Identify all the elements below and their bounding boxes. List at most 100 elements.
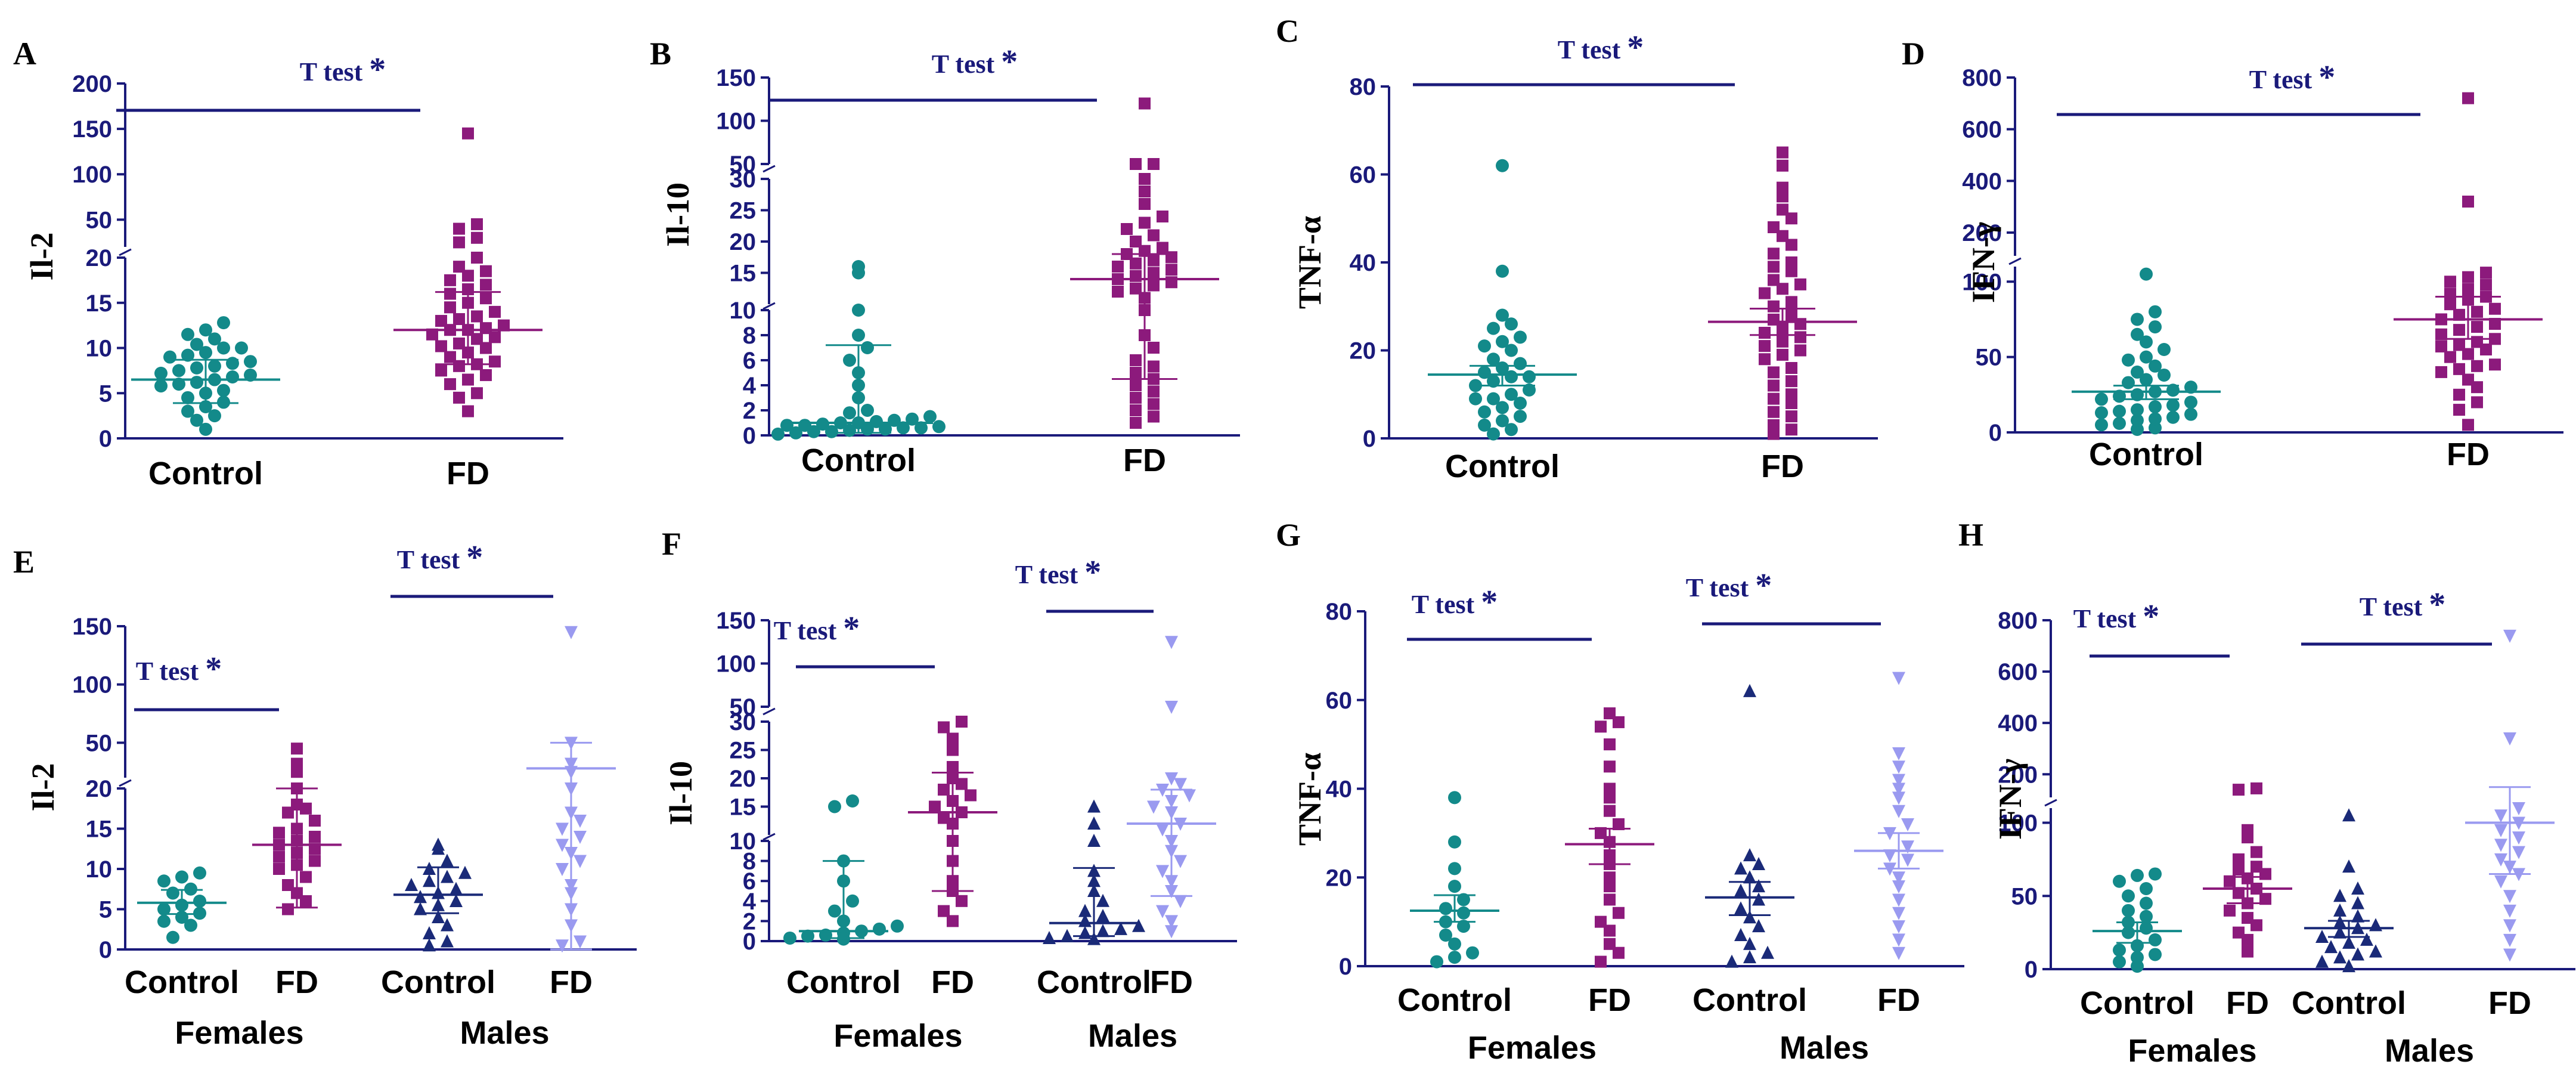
data-point bbox=[1096, 893, 1109, 907]
ttest-text: T test bbox=[1686, 573, 1756, 602]
series-control-2 bbox=[393, 837, 483, 952]
data-point bbox=[2157, 343, 2171, 356]
data-point bbox=[453, 222, 465, 235]
data-point bbox=[1165, 925, 1178, 939]
data-point bbox=[1148, 360, 1160, 373]
data-point bbox=[199, 346, 212, 360]
data-point bbox=[273, 827, 285, 839]
data-point bbox=[2435, 366, 2447, 378]
data-point bbox=[2471, 321, 2483, 333]
x-category-label: FD bbox=[2226, 985, 2269, 1021]
data-point bbox=[1448, 937, 1461, 951]
data-point bbox=[1132, 918, 1145, 932]
data-point bbox=[423, 874, 436, 887]
y-tick-label: 600 bbox=[1962, 117, 2002, 143]
data-point bbox=[2462, 348, 2474, 360]
data-point bbox=[1130, 236, 1142, 248]
ttest-star: * bbox=[843, 610, 860, 647]
x-category-label: Control bbox=[2080, 985, 2194, 1021]
data-point bbox=[2233, 864, 2245, 876]
group-label: Males bbox=[1780, 1030, 1869, 1066]
data-point bbox=[2131, 422, 2144, 436]
data-point bbox=[1785, 296, 1797, 308]
y-tick-label: 30 bbox=[730, 166, 757, 193]
data-point bbox=[1785, 309, 1797, 321]
ttest-text: T test bbox=[397, 545, 467, 574]
y-tick-label: 4 bbox=[743, 889, 757, 915]
data-point bbox=[1777, 348, 1788, 361]
data-point bbox=[1487, 321, 1500, 335]
data-point bbox=[217, 341, 230, 355]
data-point bbox=[2503, 629, 2516, 643]
data-point bbox=[2250, 861, 2262, 873]
data-point bbox=[780, 419, 793, 432]
data-point bbox=[574, 855, 587, 868]
data-point bbox=[2444, 298, 2456, 311]
data-point bbox=[2342, 859, 2355, 873]
data-point bbox=[1148, 254, 1160, 267]
data-point bbox=[1777, 146, 1788, 159]
data-point bbox=[1595, 827, 1607, 839]
data-point bbox=[1892, 805, 1905, 818]
data-point bbox=[2444, 351, 2456, 363]
data-point bbox=[1496, 308, 1509, 322]
y-tick-label: 20 bbox=[730, 229, 757, 255]
data-point bbox=[1174, 778, 1187, 791]
group-label: Females bbox=[175, 1015, 303, 1051]
data-point bbox=[947, 761, 959, 773]
y-axis-label: IFN-γ bbox=[1992, 759, 2028, 840]
data-point bbox=[1496, 264, 1509, 278]
data-point bbox=[2149, 305, 2162, 318]
data-point bbox=[1148, 158, 1160, 170]
data-point bbox=[2462, 92, 2474, 104]
x-category-label: FD bbox=[275, 964, 318, 1000]
y-tick-label: 50 bbox=[86, 207, 113, 233]
data-point bbox=[1130, 404, 1142, 416]
x-category-label: FD bbox=[1588, 982, 1631, 1018]
axis-break-mark bbox=[119, 248, 132, 256]
group-label: Females bbox=[1468, 1030, 1597, 1066]
series-fd-1 bbox=[1565, 707, 1654, 968]
data-point bbox=[1901, 840, 1914, 854]
y-tick-label: 200 bbox=[72, 71, 112, 97]
data-point bbox=[217, 316, 230, 330]
data-point bbox=[1487, 352, 1500, 366]
data-point bbox=[1892, 920, 1905, 934]
data-point bbox=[2324, 940, 2338, 954]
data-point bbox=[2122, 926, 2135, 939]
ttest-star: * bbox=[1627, 29, 1644, 66]
data-point bbox=[166, 930, 179, 944]
panel-letter: G bbox=[1276, 517, 1301, 553]
data-point bbox=[1892, 871, 1905, 885]
data-point bbox=[2113, 874, 2126, 888]
data-point bbox=[1078, 926, 1092, 939]
data-point bbox=[2351, 881, 2364, 895]
data-point bbox=[1174, 895, 1187, 908]
x-category-label: Control bbox=[786, 964, 901, 1000]
ttest-label: T test * bbox=[1015, 554, 1102, 591]
data-point bbox=[2342, 935, 2355, 949]
y-tick-label: 80 bbox=[1326, 599, 1353, 625]
data-point bbox=[471, 218, 483, 230]
data-point bbox=[771, 427, 785, 441]
data-point bbox=[1448, 791, 1461, 805]
y-tick-label: 60 bbox=[1326, 688, 1353, 714]
data-point bbox=[453, 313, 465, 326]
y-tick-label: 2 bbox=[743, 908, 756, 935]
y-tick-label: 5 bbox=[99, 897, 112, 923]
y-tick-label: 20 bbox=[86, 245, 113, 271]
data-point bbox=[1604, 871, 1616, 884]
data-point bbox=[190, 361, 203, 375]
ttest-text: T test bbox=[1558, 35, 1628, 64]
data-point bbox=[441, 870, 454, 883]
series-control-2 bbox=[2304, 808, 2394, 973]
ttest-text: T test bbox=[2073, 604, 2143, 633]
data-point bbox=[2444, 276, 2456, 288]
data-point bbox=[2342, 808, 2355, 822]
data-point bbox=[825, 425, 838, 438]
data-point bbox=[453, 337, 465, 349]
data-point bbox=[932, 420, 946, 434]
y-tick-label: 100 bbox=[716, 651, 756, 678]
series-control-0 bbox=[137, 866, 227, 944]
y-tick-label: 400 bbox=[1962, 168, 2002, 194]
